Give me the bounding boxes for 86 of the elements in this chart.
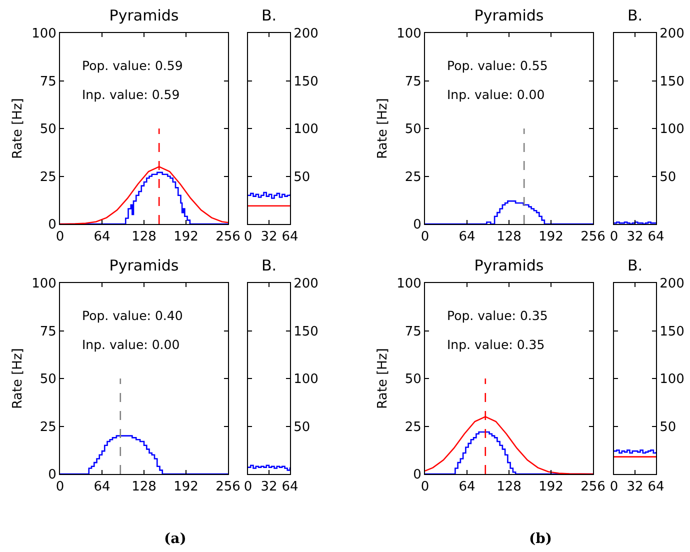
y2-tick-label: 200 (294, 276, 318, 292)
y2-tick-label: 150 (660, 324, 684, 340)
y2-tick-label: 100 (294, 122, 318, 138)
x-tick-label: 64 (282, 230, 298, 245)
y-tick-label: 100 (32, 276, 56, 292)
x-tick-label: 64 (458, 480, 476, 495)
y-axis-title: Rate [Hz] (376, 98, 391, 159)
x-tick-label: 128 (132, 230, 156, 245)
x-tick-label: 64 (94, 230, 110, 245)
x-tick-label: 192 (538, 230, 564, 245)
y2-tick-label: 150 (294, 324, 318, 340)
chart-title: Pyramids (109, 6, 179, 24)
y-tick-label: 50 (404, 372, 422, 388)
y-tick-label: 75 (40, 74, 56, 90)
y-axis-title: Rate [Hz] (10, 98, 26, 159)
y2-tick-label: 50 (660, 170, 676, 185)
y-tick-label: 75 (40, 324, 56, 340)
y-tick-label: 0 (48, 218, 56, 233)
x-tick-label: 64 (648, 230, 664, 245)
y-tick-label: 0 (413, 468, 422, 483)
x-tick-label: 32 (260, 230, 278, 245)
chart-title: B. (627, 6, 643, 24)
y2-tick-label: 100 (294, 372, 318, 388)
y2-tick-label: 50 (294, 420, 310, 435)
text: (b) (529, 531, 552, 547)
x-tick-label: 192 (174, 480, 198, 495)
chart-title: Pyramids (109, 256, 179, 274)
x-tick-label: 32 (260, 480, 278, 495)
x-tick-label: 256 (580, 230, 606, 245)
x-tick-label: 64 (648, 480, 664, 495)
y-tick-label: 25 (40, 170, 56, 185)
y2-tick-label: 50 (294, 170, 310, 185)
x-tick-label: 64 (282, 480, 298, 495)
y-tick-label: 75 (404, 74, 422, 90)
chart-title: B. (261, 6, 277, 24)
x-tick-label: 64 (458, 230, 476, 245)
x-tick-label: 192 (538, 480, 564, 495)
y-tick-label: 25 (40, 420, 56, 435)
y2-tick-label: 100 (660, 122, 684, 138)
y-tick-label: 75 (404, 324, 422, 340)
annotation: Pop. value: 0.35 (447, 308, 548, 323)
y-tick-label: 25 (404, 420, 422, 435)
x-tick-label: 192 (174, 230, 198, 245)
x-tick-label: 128 (496, 480, 522, 495)
annotation: Pop. value: 0.59 (82, 58, 183, 73)
annotation: Inp. value: 0.00 (82, 337, 180, 352)
x-tick-label: 0 (244, 230, 252, 245)
x-tick-label: 32 (626, 480, 644, 495)
annotation: Inp. value: 0.00 (447, 87, 545, 102)
x-tick-label: 0 (610, 480, 618, 495)
y2-tick-label: 200 (660, 276, 684, 292)
x-tick-label: 32 (626, 230, 644, 245)
y-tick-label: 50 (40, 372, 56, 388)
y-tick-label: 0 (413, 218, 422, 233)
annotation: Inp. value: 0.59 (82, 87, 180, 102)
annotation: Inp. value: 0.35 (447, 337, 545, 352)
text: (a) (164, 531, 186, 547)
x-tick-label: 256 (580, 480, 606, 495)
y-tick-label: 100 (396, 26, 422, 42)
x-tick-label: 0 (244, 480, 252, 495)
chart-title: Pyramids (474, 6, 544, 24)
y2-tick-label: 200 (294, 26, 318, 42)
x-tick-label: 0 (610, 230, 618, 245)
y-tick-label: 0 (48, 468, 56, 483)
y2-tick-label: 100 (660, 372, 684, 388)
annotation: Pop. value: 0.55 (447, 58, 548, 73)
y-axis-title: Rate [Hz] (376, 348, 391, 409)
y2-tick-label: 150 (660, 74, 684, 90)
y2-tick-label: 150 (294, 74, 318, 90)
y2-tick-label: 50 (660, 420, 676, 435)
chart-title: Pyramids (474, 256, 544, 274)
y2-tick-label: 200 (660, 26, 684, 42)
y-tick-label: 100 (32, 26, 56, 42)
x-tick-label: 256 (216, 230, 240, 245)
y-axis-title: Rate [Hz] (10, 348, 26, 409)
annotation: Pop. value: 0.40 (82, 308, 183, 323)
y-tick-label: 50 (404, 122, 422, 138)
y-tick-label: 100 (396, 276, 422, 292)
x-tick-label: 256 (216, 480, 240, 495)
x-tick-label: 128 (496, 230, 522, 245)
x-tick-label: 64 (94, 480, 110, 495)
y-tick-label: 25 (404, 170, 422, 185)
y-tick-label: 50 (40, 122, 56, 138)
chart-title: B. (261, 256, 277, 274)
x-tick-label: 128 (132, 480, 156, 495)
chart-title: B. (627, 256, 643, 274)
